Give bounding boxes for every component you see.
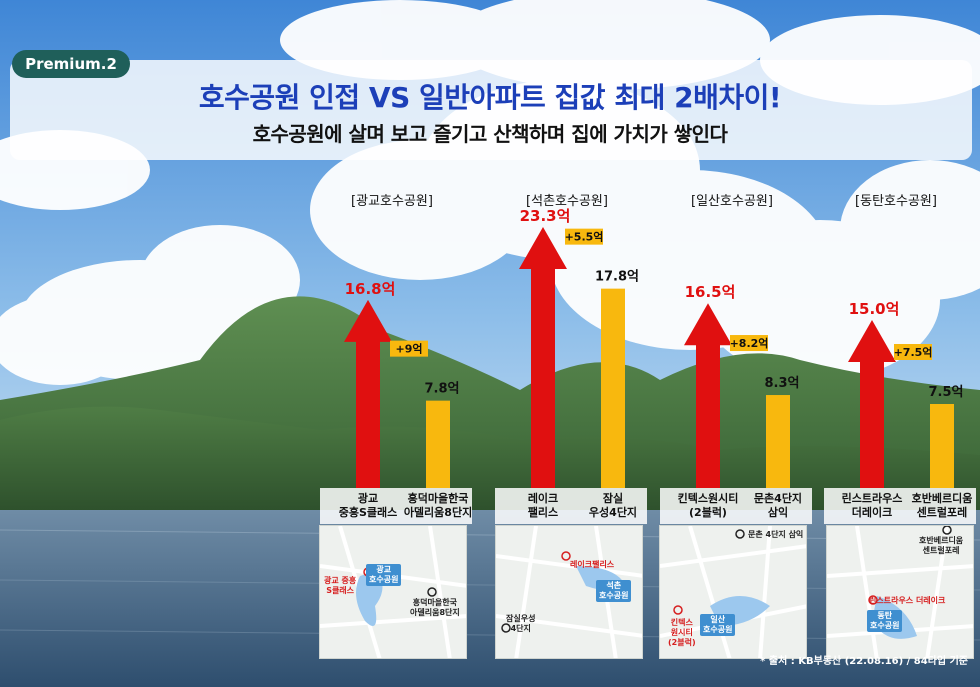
lake-apartment-name: 팰리스 [528,505,558,519]
main-title: 호수공원 인접 VS 일반아파트 집값 최대 2배차이! [198,81,782,114]
regular-price-label: 7.5억 [929,385,964,400]
regular-apartment-name: 센트럴포레 [917,505,968,519]
map-label: 일산 호수공원 [700,614,736,636]
park-label: [석촌호수공원] [526,194,608,209]
sub-title: 호수공원에 살며 보고 즐기고 산책하며 집에 가치가 쌓인다 [252,122,728,146]
regular-apartment-name: 호반베르디움 [912,491,973,505]
lake-price-arrow [519,227,567,489]
park-label: [동탄호수공원] [855,194,937,209]
map-label: 킨텍스 원시티 (2블럭) [668,618,696,647]
map-card-ilsan: 문촌 4단지 삼익 일산 호수공원 킨텍스 원시티 (2블럭) [659,525,807,659]
title-panel [10,60,972,160]
map-card-gwanggyo: 광교 호수공원 광교 중흥 S클래스 흥덕마을한국 아델리움8단지 [319,525,467,659]
difference-label: +5.5억 [565,231,604,244]
lake-price-arrow [344,299,392,488]
map-label: 레이크팰리스 [570,560,615,569]
map-card-seokchon: 레이크팰리스 석촌 호수공원 잠실우성 4단지 [495,525,643,659]
park-label: [광교호수공원] [351,194,433,209]
regular-apartment-name: 우성4단지 [589,505,637,519]
regular-apartment-name: 문촌4단지 [754,491,802,505]
difference-label: +7.5억 [894,346,933,359]
regular-price-bar [766,395,790,488]
difference-badge [565,228,603,245]
lake-price-label: 23.3억 [520,207,571,225]
apartment-label-panel [660,488,812,524]
regular-price-bar [930,404,954,488]
regular-apartment-name: 삼익 [768,505,788,519]
apartment-label-panel [824,488,976,524]
map-label: 린스트라우스 더레이크 [869,596,946,605]
lake-apartment-name: 킨텍스원시티 [678,491,739,505]
lake-apartment-name: 더레이크 [852,505,892,519]
map-label: 호반베르디움 센트럴포레 [919,536,964,555]
source-note: * 출처 : KB부동산 (22.08.16) / 84타입 기준 [760,656,968,667]
difference-label: +9억 [396,343,423,356]
difference-badge [730,335,768,352]
regular-price-label: 17.8억 [595,270,639,285]
map-label: 잠실우성 4단지 [506,614,536,633]
regular-price-bar [426,400,450,488]
regular-price-label: 7.8억 [425,382,460,397]
regular-price-bar [601,288,625,488]
lake-price-arrow [848,320,896,488]
map-label: 문촌 4단지 삼익 [748,530,804,539]
lake-apartment-name: 광교 [358,492,378,505]
lake-apartment-name: 레이크 [528,491,558,505]
premium-badge: Premium.2 [12,50,130,78]
regular-apartment-name: 아델리움8단지 [404,505,472,519]
lake-price-label: 16.8억 [345,280,396,298]
lake-apartment-name: (2블럭) [689,506,727,519]
lake-apartment-name: 중흥S클래스 [339,505,398,519]
regular-price-label: 8.3억 [765,376,800,391]
lake-price-label: 15.0억 [849,300,900,318]
difference-badge [390,340,428,357]
difference-label: +8.2억 [730,337,769,350]
map-label: 동탄 호수공원 [867,610,903,632]
apartment-label-panel [320,488,472,524]
map-label: 흥덕마을한국 아델리움8단지 [410,598,460,617]
difference-badge [894,344,932,360]
map-background [827,526,973,658]
lake-apartment-name: 린스트라우스 [842,491,903,505]
regular-apartment-name: 흥덕마을한국 [408,491,469,505]
apartment-label-panel [495,488,647,524]
map-card-dongtan: 호반베르디움 센트럴포레 린스트라우스 더레이크 동탄 호수공원 [826,525,974,659]
map-label: 석촌 호수공원 [596,580,632,602]
map-background [320,526,466,658]
lake-price-arrow [684,303,732,488]
map-label: 광교 호수공원 [366,564,402,586]
park-label: [일산호수공원] [691,194,773,209]
map-label: 광교 중흥 S클래스 [324,576,357,595]
regular-apartment-name: 잠실 [603,491,623,505]
lake-price-label: 16.5억 [685,283,736,301]
